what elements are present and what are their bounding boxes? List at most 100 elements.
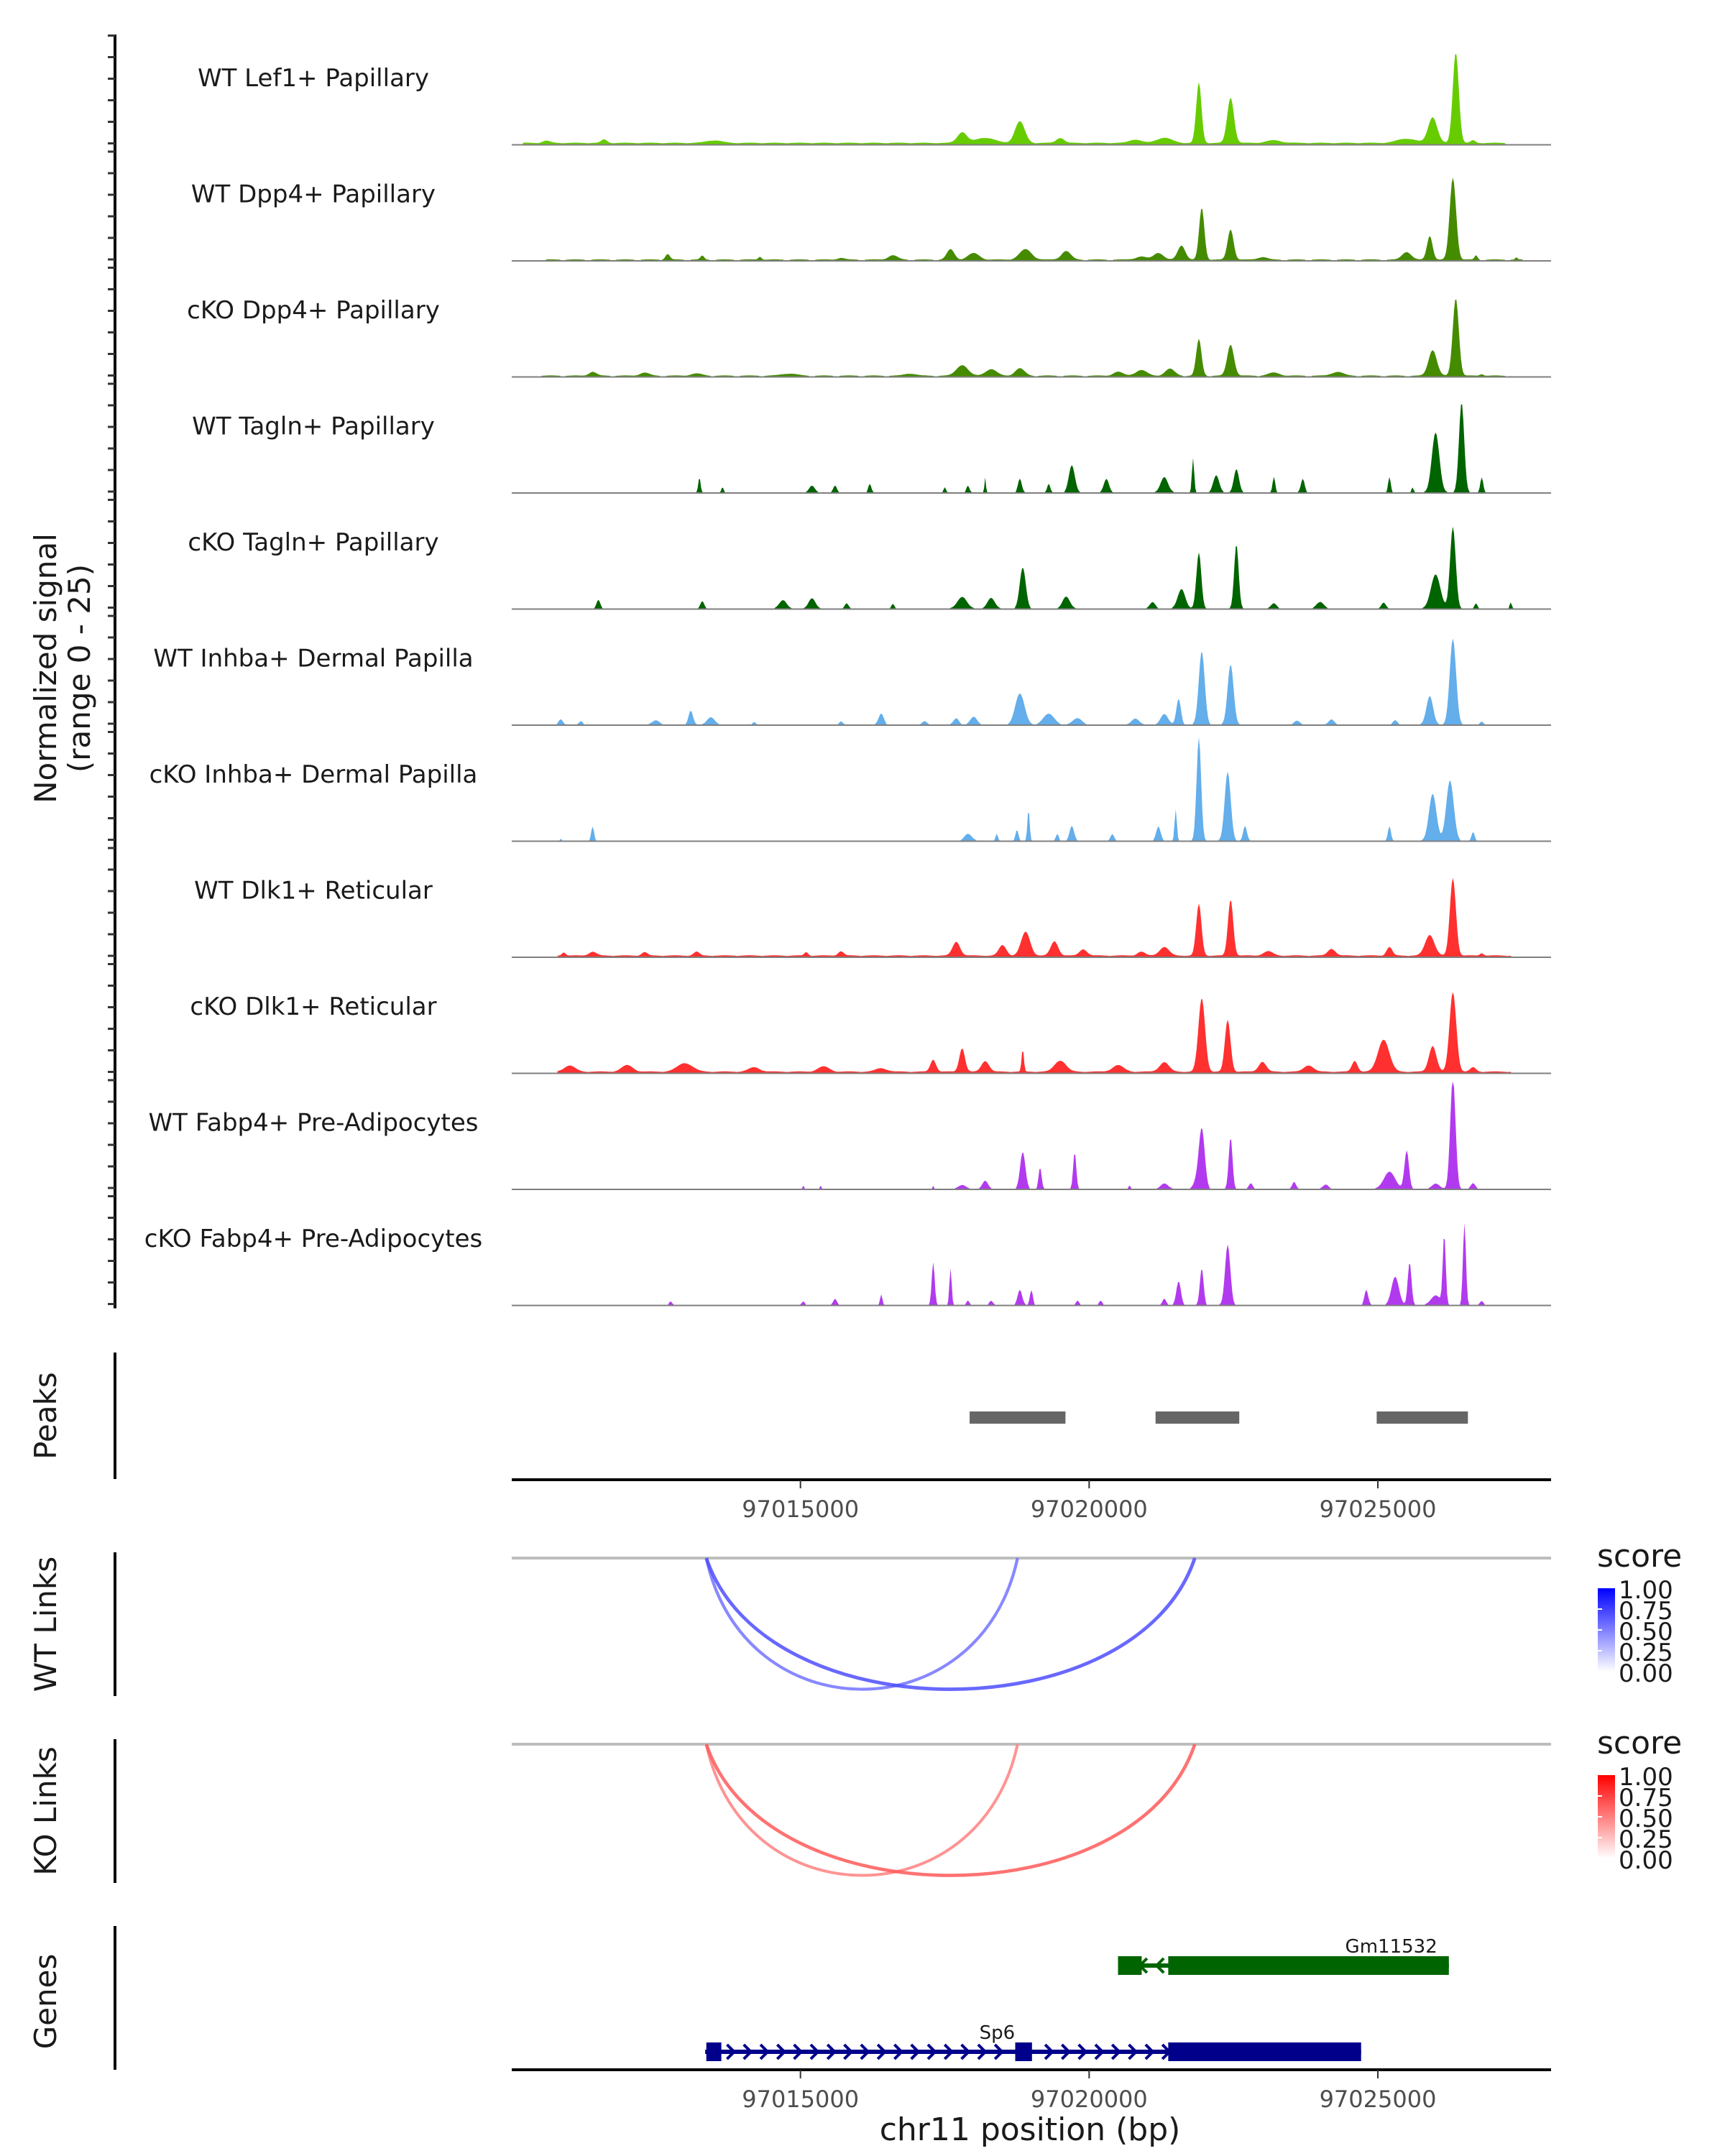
coverage-track-label: cKO Dlk1+ Reticular	[190, 992, 436, 1021]
coverage-track-label: cKO Fabp4+ Pre-Adipocytes	[144, 1225, 483, 1253]
strand-arrow	[793, 2043, 804, 2060]
coverage-area	[512, 1082, 1551, 1189]
coverage-ylabel-line2: (range 0 - 25)	[62, 564, 97, 773]
gene-name-label: Gm11532	[1346, 1936, 1438, 1958]
x-tick-label: 97015000	[742, 1496, 859, 1523]
strand-arrow	[1094, 2043, 1105, 2060]
x-tick-label: 97020000	[1031, 2086, 1148, 2113]
strand-arrow	[860, 2043, 870, 2060]
coverage-track: cKO Dlk1+ Reticular	[190, 992, 1551, 1074]
ko-links-track-label: KO Links	[28, 1746, 63, 1876]
strand-arrow	[843, 2043, 854, 2060]
coverage-area	[512, 404, 1551, 493]
coverage-area	[512, 737, 1551, 842]
legend-tick-label: 0.50	[1619, 1805, 1673, 1833]
coverage-track: WT Tagln+ Papillary	[192, 404, 1551, 494]
peak-region	[1155, 1411, 1240, 1424]
strand-arrow	[726, 2043, 737, 2060]
wt-links-track	[512, 1557, 1551, 1691]
legend-tick-label: 0.25	[1619, 1825, 1673, 1854]
strand-arrow	[809, 2043, 820, 2060]
strand-arrow	[1110, 2043, 1122, 2060]
coverage-area	[512, 1222, 1551, 1306]
strand-arrow	[910, 2043, 921, 2060]
legend-title: score	[1597, 1538, 1682, 1575]
legend-title: score	[1597, 1725, 1682, 1761]
x-tick-label: 97025000	[1320, 1496, 1437, 1523]
peak-region	[1376, 1411, 1468, 1424]
strand-arrow	[960, 2043, 971, 2060]
link-arc	[704, 1743, 1019, 1877]
gene-exon	[706, 2042, 722, 2061]
strand-arrow	[926, 2043, 937, 2060]
strand-arrow	[1044, 2043, 1054, 2060]
coverage-track-label: cKO Dpp4+ Papillary	[187, 296, 440, 325]
gene-name-label: Sp6	[980, 2022, 1016, 2044]
peaks-track	[970, 1411, 1468, 1424]
gene-exon	[1015, 2042, 1032, 2061]
legend-tick-label: 1.00	[1619, 1576, 1673, 1605]
legend-tick-label: 0.75	[1619, 1597, 1673, 1626]
strand-arrow	[1128, 2043, 1138, 2060]
coverage-area	[512, 300, 1551, 377]
strand-arrow	[943, 2043, 954, 2060]
coverage-area	[512, 992, 1551, 1074]
coverage-track-label: WT Dlk1+ Reticular	[194, 877, 433, 906]
strand-arrow	[977, 2043, 988, 2060]
strand-arrow	[876, 2043, 887, 2060]
strand-arrow	[1060, 2043, 1072, 2060]
link-arc	[704, 1743, 1197, 1877]
link-arc	[704, 1557, 1019, 1691]
ko-links-track	[512, 1743, 1551, 1877]
coverage-area	[512, 638, 1551, 725]
peaks-track-label: Peaks	[28, 1372, 63, 1460]
coverage-track: WT Dlk1+ Reticular	[194, 877, 1551, 958]
x-axis-peaks: 97015000 97020000 97025000	[512, 1478, 1551, 1523]
strand-arrow	[1154, 1957, 1165, 1974]
x-axis-genes: 97015000 97020000 97025000	[512, 2068, 1551, 2113]
peak-region	[970, 1411, 1066, 1424]
coverage-area	[512, 877, 1551, 957]
strand-arrow	[893, 2043, 904, 2060]
strand-arrow	[759, 2043, 770, 2060]
gene-model: Sp6	[705, 2022, 1361, 2061]
strand-arrow	[742, 2043, 753, 2060]
legend-tick-label: 0.25	[1619, 1639, 1673, 1667]
coverage-area	[512, 526, 1551, 609]
coverage-track: WT Fabp4+ Pre-Adipocytes	[149, 1082, 1551, 1190]
legend-tick-label: 0.75	[1619, 1784, 1673, 1812]
coverage-track: WT Dpp4+ Papillary	[191, 178, 1551, 262]
coverage-y-axis	[108, 34, 116, 1309]
coverage-track-label: cKO Tagln+ Papillary	[188, 528, 438, 557]
wt-links-track-label: WT Links	[28, 1557, 63, 1692]
gene-exon	[1118, 1956, 1142, 1975]
coverage-track-label: WT Lef1+ Papillary	[198, 64, 429, 93]
coverage-tracks: WT Lef1+ Papillary WT Dpp4+ Papillary cKO …	[144, 54, 1551, 1307]
gene-model: Gm11532	[1118, 1936, 1449, 1975]
coverage-track: cKO Dpp4+ Papillary	[187, 296, 1551, 378]
strand-arrow	[826, 2043, 837, 2060]
coverage-track-label: WT Fabp4+ Pre-Adipocytes	[149, 1109, 479, 1138]
coverage-track: cKO Fabp4+ Pre-Adipocytes	[144, 1222, 1551, 1307]
legend-tick-label: 1.00	[1619, 1763, 1673, 1792]
x-tick-label: 97025000	[1320, 2086, 1437, 2113]
x-axis-title: chr11 position (bp)	[880, 2111, 1181, 2148]
genes-track-label: Genes	[28, 1954, 63, 2050]
coverage-track-label: cKO Inhba+ Dermal Papilla	[150, 760, 478, 789]
strand-arrow	[776, 2043, 787, 2060]
strand-arrow	[1077, 2043, 1088, 2060]
coverage-ylabel-line1: Normalized signal	[28, 533, 63, 803]
x-tick-label: 97015000	[742, 2086, 859, 2113]
coverage-area	[512, 54, 1551, 145]
legend-tick-label: 0.00	[1619, 1846, 1673, 1875]
gene-exon	[1168, 1956, 1449, 1975]
coverage-track: WT Lef1+ Papillary	[198, 54, 1551, 146]
legend-tick-label: 0.50	[1619, 1618, 1673, 1646]
strand-arrow	[1144, 2043, 1155, 2060]
link-arc	[704, 1557, 1197, 1691]
x-tick-label: 97020000	[1031, 1496, 1148, 1523]
genes-track: Gm11532 Sp6	[705, 1936, 1449, 2061]
gene-exon	[1168, 2042, 1361, 2061]
